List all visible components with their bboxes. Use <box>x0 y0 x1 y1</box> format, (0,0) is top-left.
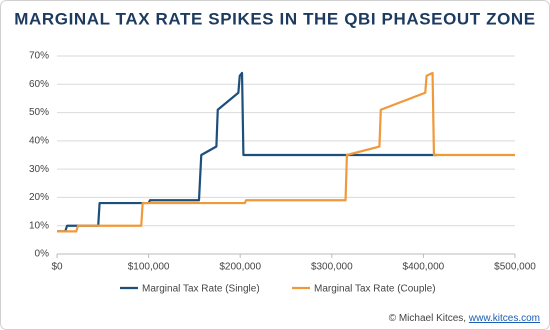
y-tick-label: 40% <box>29 135 49 146</box>
y-tick-label: 20% <box>29 192 49 203</box>
credit-link[interactable]: www.kitces.com <box>468 313 540 324</box>
y-tick-label: 30% <box>29 164 49 175</box>
legend-label: Marginal Tax Rate (Couple) <box>314 284 436 295</box>
x-tick-label: $400,000 <box>403 262 445 273</box>
series-line <box>57 71 515 233</box>
credit-text: © Michael Kitces, <box>389 313 466 324</box>
chart-title: MARGINAL TAX RATE SPIKES IN THE QBI PHAS… <box>14 9 536 28</box>
y-tick-label: 50% <box>29 107 49 118</box>
legend-label: Marginal Tax Rate (Single) <box>142 284 260 295</box>
x-tick-label: $0 <box>51 262 63 273</box>
x-tick-label: $200,000 <box>219 262 261 273</box>
credit: © Michael Kitces, www.kitces.com <box>389 313 540 324</box>
x-tick-label: $100,000 <box>128 262 170 273</box>
y-tick-label: 60% <box>29 79 49 90</box>
y-tick-label: 70% <box>29 51 49 62</box>
x-tick-label: $300,000 <box>311 262 353 273</box>
y-tick-label: 0% <box>35 249 50 260</box>
y-tick-label: 10% <box>29 220 49 231</box>
x-tick-label: $500,000 <box>494 262 536 273</box>
